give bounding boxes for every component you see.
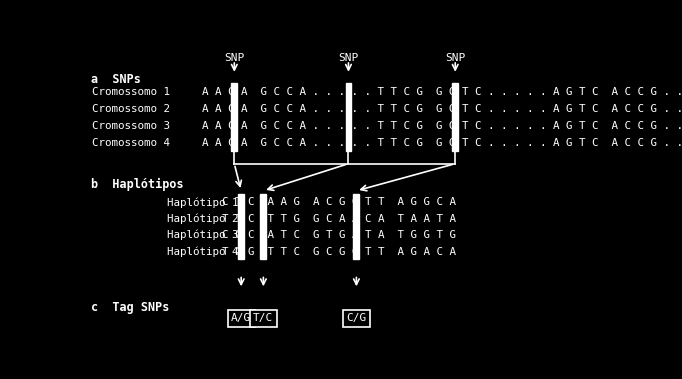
- Text: Cromossomo 1: Cromossomo 1: [91, 87, 170, 97]
- Text: A A C A  G C C A . . . . . T T C G  G G T C . . . . . A G T C  A C C G . . . . .: A A C A G C C A . . . . . T T C G G G T …: [202, 121, 682, 131]
- Bar: [353, 194, 359, 258]
- Text: A A C A  G C C A . . . . . T T C G  G G T C . . . . . A G T C  A C C G . . . . .: A A C A G C C A . . . . . T T C G G G T …: [202, 87, 682, 97]
- Bar: [238, 194, 244, 258]
- Text: A A C A  G C C A . . . . . T T C G  G G T C . . . . . A G T C  A C C G . . . . .: A A C A G C C A . . . . . T T C G G G T …: [202, 138, 682, 148]
- Bar: [346, 83, 351, 150]
- Bar: [231, 83, 237, 150]
- Text: Haplótipo 3: Haplótipo 3: [167, 230, 239, 240]
- Text: b  Haplótipos: b Haplótipos: [91, 178, 183, 191]
- Text: T T C  T T G  G C A A C A  T A A T A: T T C T T G G C A A C A T A A T A: [222, 214, 456, 224]
- Text: Cromossomo 2: Cromossomo 2: [91, 104, 170, 114]
- Text: Cromossomo 3: Cromossomo 3: [91, 121, 170, 131]
- Text: T/C: T/C: [253, 313, 273, 323]
- Text: Haplótipo 1: Haplótipo 1: [167, 197, 239, 208]
- Text: A A C A  G C C A . . . . . T T C G  G G T C . . . . . A G T C  A C C G . . . . .: A A C A G C C A . . . . . T T C G G G T …: [202, 104, 682, 114]
- Text: T C G  T T C  G C G G T T  A G A C A: T C G T T C G C G G T T A G A C A: [222, 247, 456, 257]
- Text: Haplótipo 2: Haplótipo 2: [167, 214, 239, 224]
- Text: A/G: A/G: [231, 313, 251, 323]
- Text: C T C  A A G  A C G G T T  A G G C A: C T C A A G A C G G T T A G G C A: [222, 197, 456, 207]
- Bar: [452, 83, 458, 150]
- Text: SNP: SNP: [338, 53, 359, 63]
- Text: C/G: C/G: [346, 313, 366, 323]
- Bar: [261, 194, 266, 258]
- Text: Haplótipo 4: Haplótipo 4: [167, 247, 239, 257]
- Text: SNP: SNP: [224, 53, 244, 63]
- Text: c  Tag SNPs: c Tag SNPs: [91, 301, 169, 314]
- Text: C C C  A T C  G T G A T A  T G G T G: C C C A T C G T G A T A T G G T G: [222, 230, 456, 240]
- Text: Cromossomo 4: Cromossomo 4: [91, 138, 170, 148]
- Text: a  SNPs: a SNPs: [91, 73, 140, 86]
- Text: SNP: SNP: [445, 53, 465, 63]
